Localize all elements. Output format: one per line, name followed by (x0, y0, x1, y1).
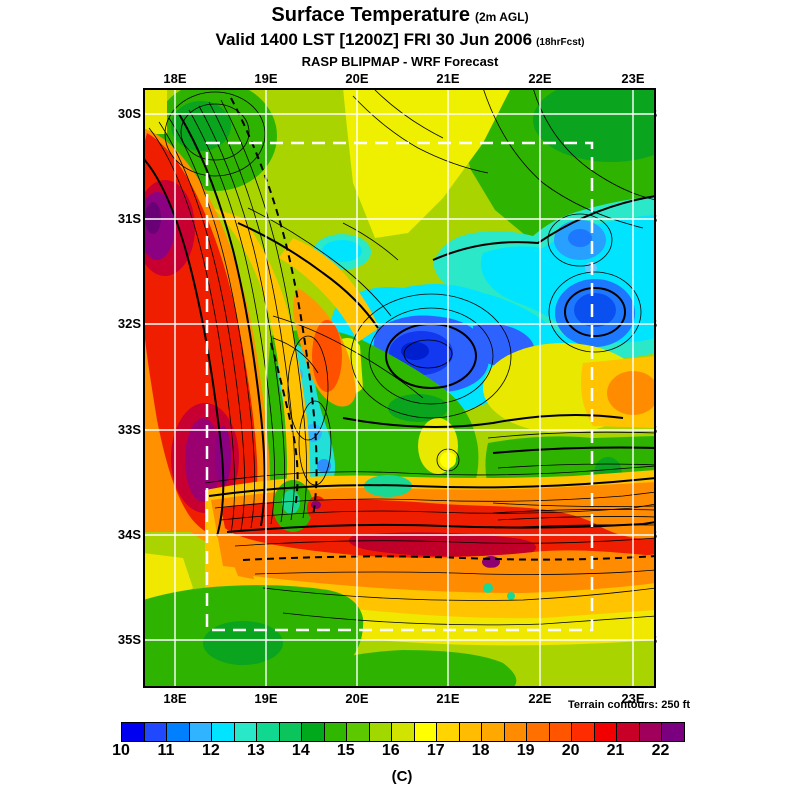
lon-tick-label: 20E (345, 71, 369, 86)
colorbar-cell (594, 723, 618, 741)
lat-tick-label: 30S (117, 106, 141, 121)
colorbar-cell (662, 723, 684, 741)
colorbar (121, 722, 685, 742)
colorbar-cell (549, 723, 573, 741)
map-panel (143, 88, 656, 688)
lon-tick-label: 22E (528, 71, 552, 86)
model-name: RASP BLIPMAP - WRF Forecast (301, 54, 499, 69)
lon-tick-label: 19E (254, 691, 278, 706)
lon-tick-label: 23E (621, 691, 645, 706)
colorbar-tick-label: 17 (426, 742, 445, 759)
colorbar-tick-label: 16 (381, 742, 400, 759)
colorbar-cell (459, 723, 483, 741)
title-main: Surface Temperature (271, 4, 471, 26)
colorbar-cell (369, 723, 393, 741)
valid-time-line: Valid 1400 LST [1200Z] FRI 30 Jun 2006 (1… (0, 30, 800, 50)
colorbar-cell (527, 723, 550, 741)
colorbar-cell (167, 723, 190, 741)
temperature-map-plot (143, 88, 656, 688)
lat-tick-label: 34S (117, 527, 141, 542)
colorbar-tick-label: 19 (516, 742, 535, 759)
colorbar-tick-label: 10 (112, 742, 130, 759)
colorbar-tick-label: 20 (561, 742, 580, 759)
colorbar-cell (189, 723, 213, 741)
colorbar-tick-label: 12 (202, 742, 220, 759)
lat-tick-label: 33S (117, 422, 141, 437)
colorbar-cell (324, 723, 348, 741)
colorbar-ticks: 10 11 12 13 14 15 16 17 18 19 20 21 22 (112, 742, 683, 762)
colorbar-cell (392, 723, 415, 741)
lon-tick-label: 21E (436, 71, 460, 86)
colorbar-cell (144, 723, 168, 741)
lon-tick-label: 23E (621, 71, 645, 86)
colorbar-cell (302, 723, 325, 741)
colorbar-cell (122, 723, 145, 741)
valid-time: Valid 1400 LST [1200Z] FRI 30 Jun 2006 (215, 30, 533, 49)
lon-tick-label: 21E (436, 691, 460, 706)
colorbar-cell (504, 723, 528, 741)
lon-tick-label: 22E (528, 691, 552, 706)
colorbar-tick-label: 22 (651, 742, 670, 759)
colorbar-cell (482, 723, 505, 741)
colorbar-cell (617, 723, 640, 741)
lon-tick-label: 18E (163, 691, 187, 706)
colorbar-tick-label: 13 (246, 742, 265, 759)
lat-tick-label: 35S (117, 632, 141, 647)
lat-tick-label: 32S (117, 316, 141, 331)
colorbar-cell (279, 723, 303, 741)
colorbar-cell (437, 723, 460, 741)
forecast-hour-suffix: (18hrFcst) (536, 37, 585, 48)
colorbar-cell (414, 723, 438, 741)
unit-label: (C) (391, 768, 413, 785)
lon-tick-label: 19E (254, 71, 278, 86)
colorbar-tick-label: 18 (471, 742, 490, 759)
colorbar-tick-label: 11 (157, 742, 175, 759)
colorbar-tick-label: 15 (336, 742, 355, 759)
colorbar-cell (572, 723, 595, 741)
colorbar-tick-label: 14 (291, 742, 310, 759)
page-title: Surface Temperature (2m AGL) (0, 4, 800, 27)
lon-tick-label: 20E (345, 691, 369, 706)
colorbar-cell (639, 723, 663, 741)
colorbar-cell (347, 723, 370, 741)
colorbar-cell (234, 723, 258, 741)
title-agl-suffix: (2m AGL) (475, 10, 529, 24)
colorbar-tick-label: 21 (606, 742, 625, 759)
lat-tick-label: 31S (117, 211, 141, 226)
colorbar-cell (257, 723, 280, 741)
terrain-contours-note: Terrain contours: 250 ft (567, 699, 690, 711)
lon-tick-label: 18E (163, 71, 187, 86)
colorbar-cell (212, 723, 235, 741)
